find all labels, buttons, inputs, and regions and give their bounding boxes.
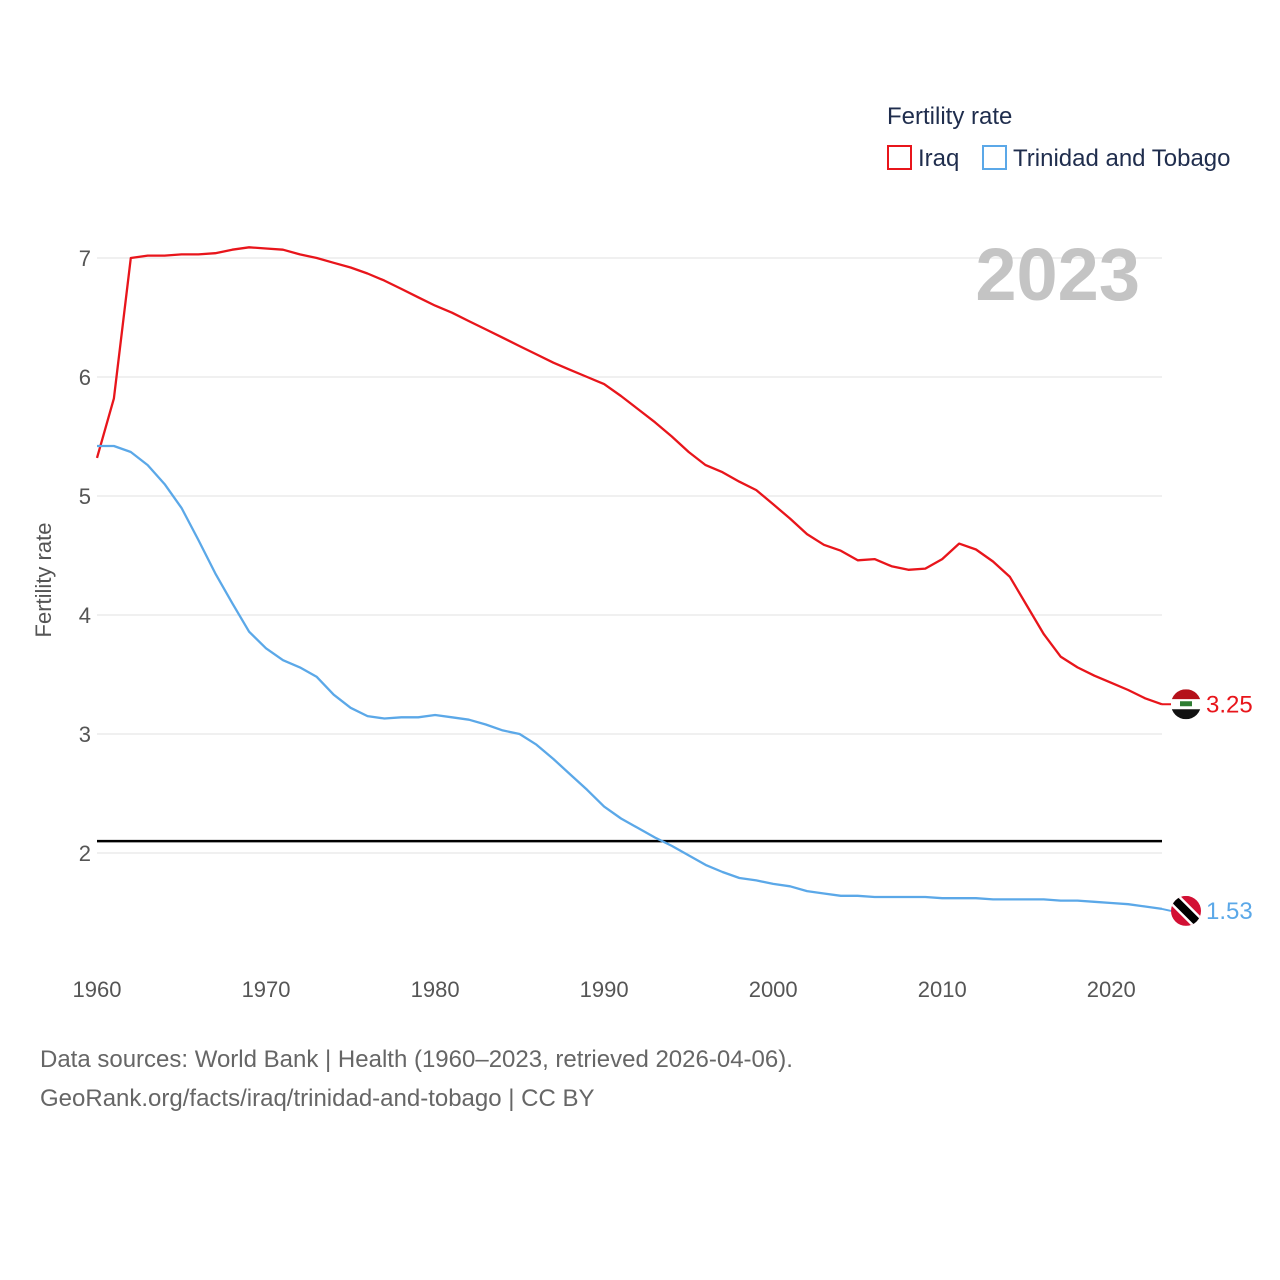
end-value-iraq: 3.25 bbox=[1206, 691, 1253, 718]
source-line-1: Data sources: World Bank | Health (1960–… bbox=[40, 1046, 793, 1073]
y-tick-label: 3 bbox=[79, 722, 91, 747]
end-connector bbox=[1161, 907, 1172, 912]
series-line-trinidad[interactable] bbox=[97, 444, 1163, 911]
x-tick-label: 1970 bbox=[242, 977, 291, 1002]
x-tick-label: 2000 bbox=[749, 977, 798, 1002]
legend-label-iraq[interactable]: Iraq bbox=[918, 145, 959, 172]
x-tick-label: 2020 bbox=[1087, 977, 1136, 1002]
legend: Fertility rate Iraq Trinidad and Tobago bbox=[887, 103, 1231, 172]
source-line-2[interactable]: GeoRank.org/facts/iraq/trinidad-and-toba… bbox=[40, 1085, 595, 1112]
x-axis-ticks: 1960 1970 1980 1990 2000 2010 2020 bbox=[73, 977, 1136, 1002]
end-value-trinidad: 1.53 bbox=[1206, 898, 1253, 925]
y-tick-label: 6 bbox=[79, 365, 91, 390]
series-line-iraq[interactable] bbox=[95, 246, 1163, 706]
series-lines bbox=[95, 246, 1163, 911]
gridlines bbox=[97, 257, 1162, 854]
end-markers bbox=[1161, 703, 1172, 912]
x-tick-label: 1990 bbox=[580, 977, 629, 1002]
x-tick-label: 1960 bbox=[73, 977, 122, 1002]
y-tick-label: 2 bbox=[79, 841, 91, 866]
legend-label-trinidad[interactable]: Trinidad and Tobago bbox=[1013, 145, 1231, 172]
source-note: Data sources: World Bank | Health (1960–… bbox=[40, 1040, 793, 1118]
y-tick-label: 7 bbox=[79, 246, 91, 271]
y-axis-title: Fertility rate bbox=[31, 523, 56, 638]
x-tick-label: 2010 bbox=[918, 977, 967, 1002]
legend-title: Fertility rate bbox=[887, 103, 1012, 130]
y-tick-label: 4 bbox=[79, 603, 91, 628]
y-axis-ticks: 2 3 4 5 6 7 bbox=[79, 246, 91, 866]
year-label: 2023 bbox=[975, 233, 1140, 316]
legend-swatch-iraq[interactable] bbox=[887, 145, 912, 170]
trinidad-flag-icon bbox=[1171, 895, 1201, 926]
y-tick-label: 5 bbox=[79, 484, 91, 509]
legend-swatch-trinidad[interactable] bbox=[982, 145, 1007, 170]
iraq-flag-icon bbox=[1171, 689, 1201, 720]
x-tick-label: 1980 bbox=[411, 977, 460, 1002]
